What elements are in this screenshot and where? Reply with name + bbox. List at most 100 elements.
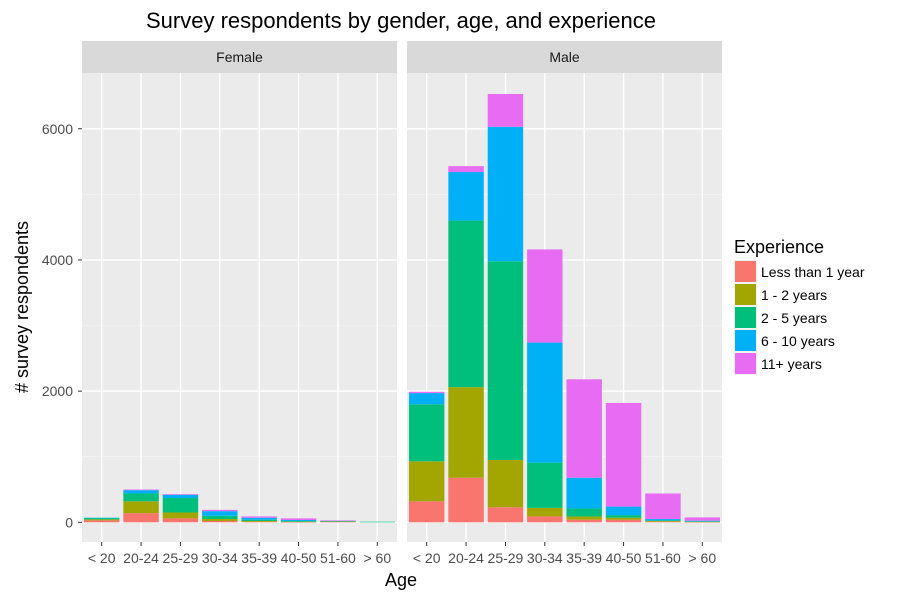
bar-segment (202, 509, 238, 512)
bar-segment (605, 517, 642, 520)
bar-segment (83, 518, 120, 520)
bar-segment (645, 520, 681, 522)
bar-segment (280, 521, 317, 522)
y-tick-label: 4000 (42, 252, 73, 268)
bar-segment (162, 518, 199, 523)
x-axis-title: Age (385, 570, 417, 590)
bar-segment (241, 519, 277, 522)
bar-segment (645, 521, 681, 523)
x-tick-label: 20-24 (123, 550, 159, 566)
bar-segment (645, 519, 681, 521)
x-tick-label: 40-50 (281, 550, 317, 566)
bar-segment (320, 521, 356, 522)
x-tick-label: 35-39 (566, 550, 602, 566)
x-tick-label: > 60 (363, 550, 391, 566)
bar-segment (527, 507, 563, 517)
bar-segment (123, 501, 159, 514)
bar-segment (408, 501, 445, 523)
bar-segment (83, 520, 120, 523)
facet-strip (82, 41, 397, 73)
bar-segment (448, 387, 484, 478)
x-tick-label: 30-34 (527, 550, 563, 566)
bar-segment (83, 519, 120, 521)
bar-segment (408, 391, 445, 394)
bar-segment (487, 93, 524, 127)
bar-segment (527, 462, 563, 508)
bar-segment (83, 517, 120, 519)
bar-segment (527, 342, 563, 463)
bar-segment (202, 511, 238, 516)
y-tick-label: 0 (65, 514, 73, 530)
y-tick-label: 6000 (42, 121, 73, 137)
bar-segment (408, 404, 445, 462)
bar-segment (408, 393, 445, 405)
bar-segment (684, 520, 721, 522)
y-axis-title: # survey respondents (12, 221, 32, 393)
bar-segment (359, 521, 396, 523)
bar-segment (123, 493, 159, 502)
bar-segment (202, 521, 238, 523)
bar-segment (162, 512, 199, 519)
bar-segment (280, 520, 317, 522)
bar-segment (280, 521, 317, 523)
facet-strip (407, 41, 722, 73)
bar-segment (202, 515, 238, 520)
bar-segment (320, 520, 356, 522)
bar-segment (645, 493, 681, 520)
bar-segment (566, 477, 602, 509)
bar-segment (487, 126, 524, 262)
x-tick-label: 51-60 (320, 550, 356, 566)
bar-segment (487, 261, 524, 461)
legend-entry-label: 11+ years (761, 356, 822, 372)
bar-segment (566, 508, 602, 517)
bar-segment (162, 494, 199, 495)
bar-segment (448, 220, 484, 388)
facet-strip-label: Male (549, 49, 580, 65)
x-tick-label: < 20 (413, 550, 441, 566)
bar-segment (527, 249, 563, 343)
legend: Experience Less than 1 year 1 - 2 years 2 … (734, 237, 865, 375)
bar-segment (123, 489, 159, 491)
legend-swatch (735, 330, 756, 351)
legend-swatch (735, 261, 756, 282)
legend-swatch (735, 307, 756, 328)
bar-segment (408, 461, 445, 502)
bar-segment (123, 513, 159, 523)
bar-segment (605, 519, 642, 523)
chart-title: Survey respondents by gender, age, and e… (146, 8, 656, 33)
legend-entry-label: 1 - 2 years (761, 287, 827, 303)
facet-strip-label: Female (216, 49, 263, 65)
bar-segment (684, 517, 721, 521)
bar-segment (123, 490, 159, 494)
bar-segment (162, 494, 199, 499)
bar-segment (280, 521, 317, 523)
x-tick-label: 30-34 (202, 550, 238, 566)
bar-segment (448, 477, 484, 523)
bar-segment (684, 521, 721, 523)
bar-segment (684, 521, 721, 523)
bar-segment (566, 516, 602, 520)
bar-segment (241, 521, 277, 523)
bar-segment (684, 521, 721, 522)
x-tick-label: 51-60 (645, 550, 681, 566)
x-tick-label: > 60 (688, 550, 716, 566)
legend-entry-label: Less than 1 year (761, 264, 865, 280)
y-tick-label: 2000 (42, 383, 73, 399)
bar-segment (320, 520, 356, 521)
bar-segment (241, 521, 277, 522)
bar-segment (605, 402, 642, 507)
bar-segment (605, 506, 642, 516)
bar-segment (241, 517, 277, 520)
bar-segment (487, 460, 524, 508)
bar-segment (202, 519, 238, 522)
x-tick-label: 25-29 (488, 550, 524, 566)
bar-segment (566, 379, 602, 478)
legend-swatch (735, 284, 756, 305)
legend-title: Experience (734, 237, 824, 257)
bar-segment (645, 521, 681, 522)
facet-panel-male: Male < 20 20-24 25-29 30-34 35-39 40-50 51-60 > … (407, 41, 722, 566)
bar-segment (448, 166, 484, 173)
